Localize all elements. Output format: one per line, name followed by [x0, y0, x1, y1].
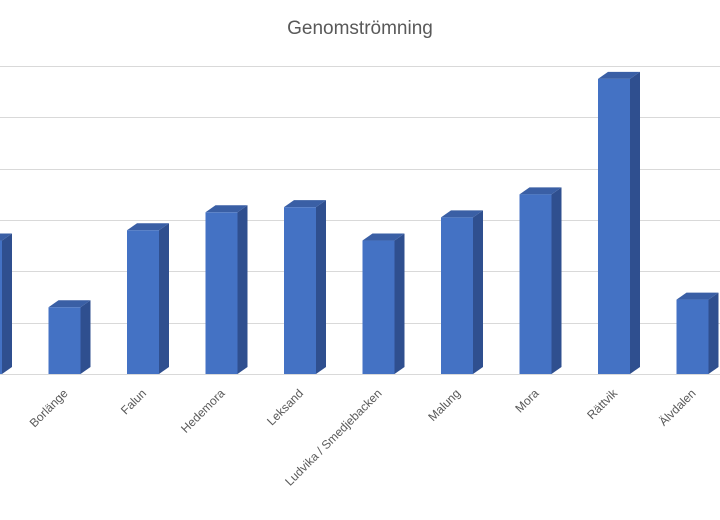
- bar-top: [284, 200, 326, 208]
- bar-side: [80, 300, 91, 374]
- category-label: Malung: [425, 386, 463, 424]
- bar: [205, 205, 248, 374]
- bar: [519, 187, 562, 374]
- category-label: Hedemora: [178, 386, 228, 436]
- bar-front: [519, 194, 552, 374]
- bar: [676, 292, 719, 374]
- bar-top: [127, 223, 169, 231]
- category-label: Rättvik: [584, 386, 621, 423]
- bar-front: [205, 212, 238, 374]
- chart-title: Genomströmning: [287, 18, 433, 39]
- bar-side: [159, 223, 169, 374]
- bar-top: [205, 205, 248, 213]
- bar: [48, 300, 91, 374]
- bar: [127, 223, 169, 374]
- bar-top: [0, 233, 12, 241]
- category-label: Falun: [118, 386, 149, 417]
- bar-front: [598, 78, 630, 374]
- bar-side: [630, 71, 640, 374]
- bar-side: [473, 210, 483, 374]
- bar-top: [676, 292, 719, 300]
- bar-front: [441, 217, 473, 374]
- category-label: Älvdalen: [656, 386, 698, 428]
- category-label: Borlänge: [27, 386, 71, 430]
- bar-side: [237, 205, 248, 374]
- category-label: Leksand: [264, 386, 306, 428]
- bar-front: [676, 299, 709, 374]
- bar-side: [2, 233, 12, 374]
- bar: [441, 210, 483, 374]
- bar-top: [519, 187, 562, 195]
- bar-top: [441, 210, 483, 218]
- bar-front: [0, 240, 2, 374]
- bar-top: [598, 71, 640, 79]
- bar-side: [551, 187, 562, 374]
- bar-front: [127, 230, 159, 374]
- bar-front: [362, 240, 395, 374]
- bar-top: [362, 233, 405, 241]
- category-label: Mora: [512, 386, 541, 415]
- bar-front: [48, 307, 81, 374]
- gridlines: [0, 66, 720, 375]
- bars: [0, 71, 719, 374]
- bar: [0, 233, 12, 374]
- bar: [362, 233, 405, 374]
- bar-side: [394, 233, 405, 374]
- bar-top: [48, 300, 91, 308]
- bar: [284, 200, 326, 374]
- bar-front: [284, 207, 316, 374]
- bar: [598, 71, 640, 374]
- bar-side: [708, 292, 719, 374]
- bar-side: [316, 200, 326, 374]
